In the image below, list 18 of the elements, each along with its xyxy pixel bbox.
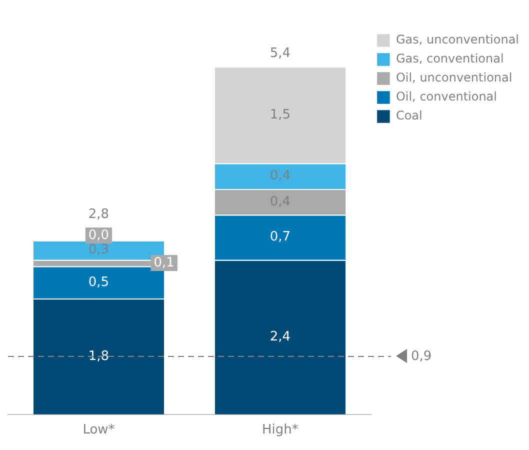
legend-label: Oil, unconventional: [396, 70, 512, 85]
data-label: 0,1: [154, 255, 174, 270]
legend-label: Oil, conventional: [396, 90, 498, 104]
data-label: 2,4: [270, 329, 291, 344]
total-label: 2,8: [88, 206, 110, 222]
x-tick-label: High*: [262, 422, 299, 438]
legend-label: Coal: [396, 108, 422, 123]
data-label: 0,7: [270, 230, 291, 245]
data-label: 0,3: [88, 242, 110, 258]
data-label: 0,0: [88, 228, 110, 243]
x-tick-label: Low*: [82, 422, 116, 438]
legend-label: Gas, conventional: [396, 52, 504, 66]
ref-line-label: 0,9: [410, 348, 432, 364]
data-label: 1,5: [270, 107, 291, 122]
data-label: 0,4: [270, 168, 291, 184]
legend-label: Gas, unconventional: [396, 32, 520, 47]
total-label: 5,4: [270, 46, 291, 62]
data-label: 0,5: [88, 274, 110, 290]
